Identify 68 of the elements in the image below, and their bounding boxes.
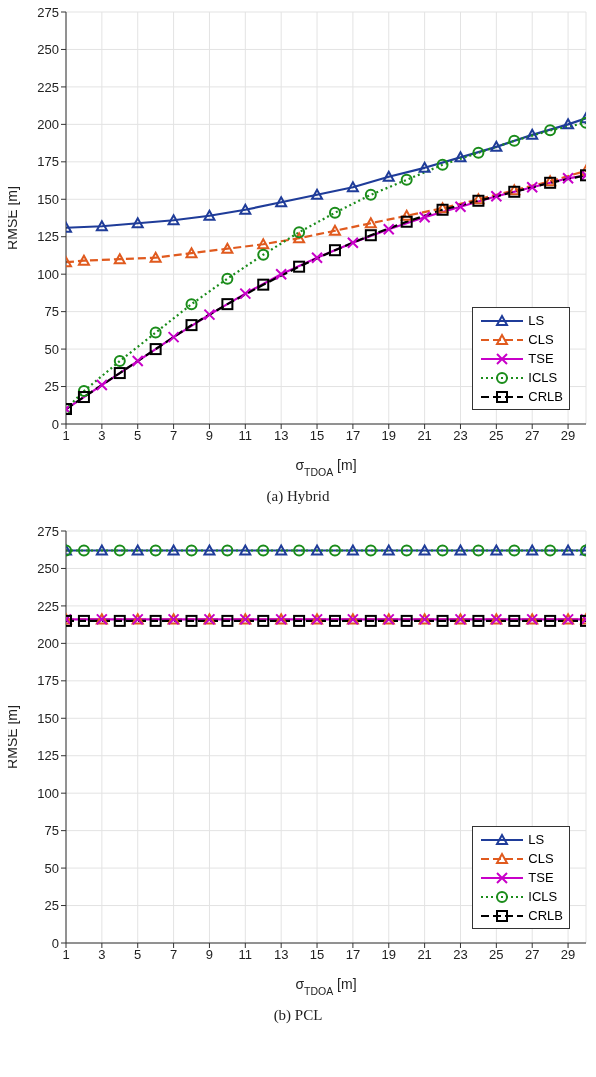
legend-label: TSE — [528, 870, 554, 885]
legend-label: CRLB — [528, 908, 563, 923]
text: (b) PCL — [272, 1007, 324, 1024]
x-tick-label: 17 — [345, 947, 361, 963]
y-tick-label: 200 — [37, 635, 59, 651]
y-tick-label: 100 — [37, 785, 59, 801]
text: (a) Hybrid — [265, 488, 331, 505]
x-tick-label: 7 — [169, 947, 178, 963]
x-tick-label: 15 — [309, 428, 325, 444]
legend-label: LS — [528, 832, 545, 847]
legend-label: ICLS — [528, 370, 558, 385]
y-tick-label: 50 — [44, 860, 59, 876]
y-tick-label: 275 — [37, 4, 59, 20]
x-tick-label: 17 — [345, 428, 361, 444]
y-tick-label: 225 — [37, 598, 59, 614]
y-tick-label: 125 — [37, 229, 59, 245]
y-tick-label: 75 — [44, 304, 59, 320]
x-tick-label: 11 — [238, 428, 253, 444]
x-axis-title: σ$_{TDOA}$ [m] — [295, 976, 357, 997]
x-tick-label: 23 — [453, 428, 468, 444]
legend-label: ICLS — [528, 889, 558, 904]
legend-label: LS — [528, 313, 545, 328]
x-tick-label: 13 — [273, 947, 289, 963]
x-tick-label: 9 — [205, 947, 214, 963]
x-tick-label: 9 — [205, 428, 214, 444]
x-tick-label: 15 — [309, 947, 325, 963]
y-tick-label: 0 — [51, 935, 59, 951]
y-tick-label: 25 — [44, 898, 59, 914]
legend-label: CLS — [528, 332, 554, 347]
x-tick-label: 21 — [417, 428, 432, 444]
x-tick-label: 3 — [98, 428, 106, 444]
y-tick-label: 0 — [51, 416, 59, 432]
x-tick-label: 5 — [134, 428, 142, 444]
x-tick-label: 11 — [238, 947, 253, 963]
x-tick-label: 1 — [62, 947, 70, 963]
y-tick-label: 225 — [37, 79, 59, 95]
legend-label: CLS — [528, 851, 554, 866]
x-tick-label: 29 — [560, 947, 576, 963]
x-tick-label: 7 — [169, 428, 178, 444]
x-tick-label: 27 — [524, 428, 540, 444]
y-tick-label: 25 — [44, 379, 59, 395]
y-tick-label: 75 — [44, 823, 59, 839]
y-tick-label: 125 — [37, 748, 59, 764]
y-tick-label: 250 — [37, 561, 59, 577]
x-tick-label: 25 — [489, 947, 504, 963]
x-tick-label: 1 — [62, 428, 70, 444]
legend-label: TSE — [528, 351, 554, 366]
x-tick-label: 27 — [524, 947, 540, 963]
y-tick-label: 275 — [37, 523, 59, 539]
y-tick-label: 250 — [37, 42, 59, 58]
y-tick-label: 175 — [37, 154, 59, 170]
x-tick-label: 25 — [489, 428, 504, 444]
x-tick-label: 23 — [453, 947, 468, 963]
y-tick-label: 100 — [37, 266, 59, 282]
y-tick-label: 150 — [37, 710, 59, 726]
y-tick-label: 50 — [44, 341, 59, 357]
legend-label: CRLB — [528, 389, 563, 404]
x-axis-title: σ$_{TDOA}$ [m] — [295, 457, 357, 478]
y-tick-label: 175 — [37, 673, 59, 689]
x-tick-label: 21 — [417, 947, 432, 963]
y-tick-label: 200 — [37, 116, 59, 132]
x-tick-label: 3 — [98, 947, 106, 963]
x-tick-label: 19 — [381, 947, 396, 963]
y-tick-label: 150 — [37, 191, 59, 207]
x-tick-label: 29 — [560, 428, 576, 444]
x-tick-label: 19 — [381, 428, 396, 444]
x-tick-label: 5 — [134, 947, 142, 963]
x-tick-label: 13 — [273, 428, 289, 444]
